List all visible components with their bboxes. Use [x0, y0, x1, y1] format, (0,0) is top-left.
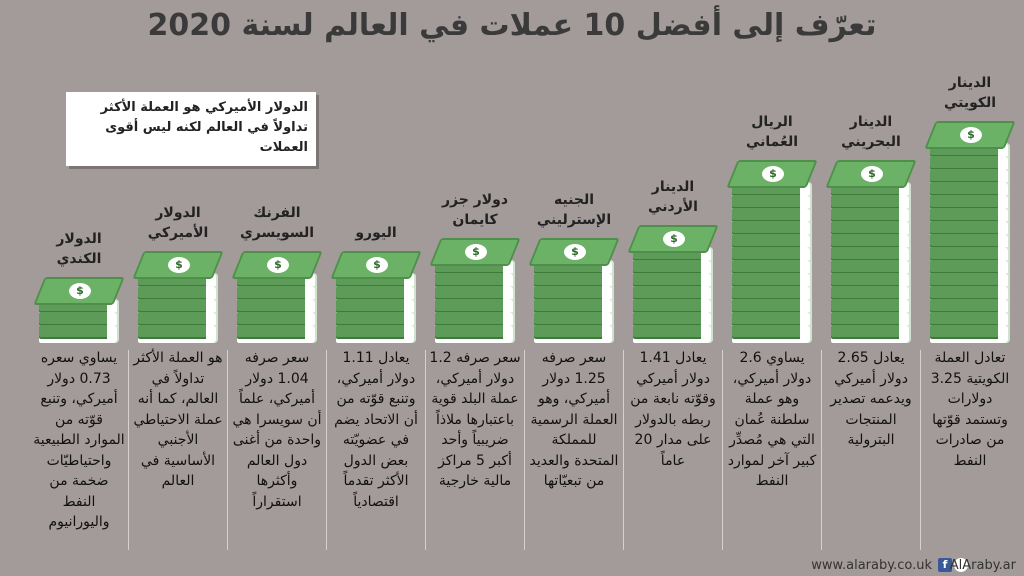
column-divider [623, 350, 624, 550]
column-divider [524, 350, 525, 550]
currency-description: يعادل 2.65 دولار أميركي ويدعمه تصدير الم… [830, 350, 912, 448]
currency-column: $ اليورو يعادل 1.11 دولار أميركي، وتنبع قو… [330, 0, 422, 576]
bill-brick [39, 325, 119, 343]
currency-column: $ الدولار الكندي يساوي سعره 0.73 دولار أمي… [33, 0, 125, 576]
bar-money-stack: $ [924, 121, 1016, 343]
dollar-icon: $ [861, 166, 883, 182]
currency-description: سعر صرفه 1.2 دولار أميركي، عملة البلد قو… [429, 350, 521, 489]
bill-brick [732, 325, 812, 343]
currency-name: الدينار الكويتي [943, 75, 997, 111]
column-divider [920, 350, 921, 550]
column-divider [326, 350, 327, 550]
currency-description: هو العملة الأكثر تداولاً في العالم، كما … [133, 350, 223, 489]
site-url[interactable]: www.alaraby.co.uk [811, 558, 932, 573]
currency-name: الجنيه الإسترليني [536, 192, 612, 228]
bar-money-stack: $ [132, 251, 224, 343]
column-divider [425, 350, 426, 550]
bar-money-stack: $ [429, 238, 521, 343]
column-divider [128, 350, 129, 550]
bar-money-stack: $ [726, 160, 818, 343]
currency-column: $ الدينار الكويتي تعادل العملة الكويتية 3.… [924, 0, 1016, 576]
currency-name: اليورو [355, 225, 397, 241]
dollar-icon: $ [168, 257, 190, 273]
footer: www.alaraby.co.uk f AlAraby.ar [0, 554, 1024, 576]
bill-brick [435, 325, 515, 343]
currency-name: دولار جزر كايمان [441, 192, 509, 228]
bar-money-stack: $ [330, 251, 422, 343]
currency-column: $ الدينار البحريني يعادل 2.65 دولار أميركي… [825, 0, 917, 576]
dollar-icon: $ [69, 283, 91, 299]
bill-brick [237, 325, 317, 343]
bill-brick [633, 325, 713, 343]
column-divider [722, 350, 723, 550]
currency-name: الدينار الأردني [648, 179, 698, 215]
currency-name: الفرنك السويسري [239, 205, 315, 241]
currency-name: الدولار الكندي [56, 231, 102, 267]
currency-description: يساوي 2.6 دولار أميركي، وهو عملة سلطنة ع… [727, 350, 817, 489]
column-divider [821, 350, 822, 550]
bar-money-stack: $ [33, 277, 125, 343]
dollar-icon: $ [465, 244, 487, 260]
currency-column: $ الفرنك السويسري سعر صرفه 1.04 دولار أمير… [231, 0, 323, 576]
currency-column: $ دولار جزر كايمان سعر صرفه 1.2 دولار أمير… [429, 0, 521, 576]
bill-brick [831, 325, 911, 343]
facebook-icon[interactable]: f [938, 558, 952, 572]
dollar-icon: $ [564, 244, 586, 260]
bill-brick [930, 325, 1010, 343]
column-divider [227, 350, 228, 550]
currency-description: يساوي سعره 0.73 دولار أميركي، وتنبع قوّت… [33, 350, 125, 530]
bill-brick [336, 325, 416, 343]
currency-description: يعادل 1.11 دولار أميركي، وتنبع قوّته من … [334, 350, 418, 510]
dollar-icon: $ [960, 127, 982, 143]
currency-column: $ الريال العُماني يساوي 2.6 دولار أميركي، … [726, 0, 818, 576]
currency-column: $ الدينار الأردني يعادل 1.41 دولار أميركي … [627, 0, 719, 576]
currency-description: سعر صرفه 1.04 دولار أميركي، علماً أن سوي… [232, 350, 322, 510]
currency-description: يعادل 1.41 دولار أميركي وقوّته نابعة من … [630, 350, 716, 469]
currency-description: تعادل العملة الكويتية 3.25 دولارات وتستم… [930, 350, 1010, 469]
currency-name: الريال العُماني [745, 114, 799, 150]
currency-column: $ الجنيه الإسترليني سعر صرفه 1.25 دولار أم… [528, 0, 620, 576]
dollar-icon: $ [663, 231, 685, 247]
page-title: تعرّف إلى أفضل 10 عملات في العالم لسنة 2… [147, 8, 877, 43]
currency-name: الدينار البحريني [841, 114, 901, 150]
bar-money-stack: $ [627, 225, 719, 343]
bar-money-stack: $ [825, 160, 917, 343]
currency-description: سعر صرفه 1.25 دولار أميركي، وهو العملة ا… [529, 350, 619, 489]
social-handle[interactable]: AlAraby.ar [949, 558, 1016, 573]
bill-brick [138, 325, 218, 343]
bar-money-stack: $ [231, 251, 323, 343]
bar-money-stack: $ [528, 238, 620, 343]
twitter-icon[interactable] [954, 558, 968, 572]
currency-column: $ الدولار الأميركي هو العملة الأكثر تداولا… [132, 0, 224, 576]
currency-name: الدولار الأميركي [147, 205, 209, 241]
bill-brick [534, 325, 614, 343]
dollar-icon: $ [366, 257, 388, 273]
dollar-icon: $ [762, 166, 784, 182]
dollar-icon: $ [267, 257, 289, 273]
note-box: الدولار الأميركي هو العملة الأكثر تداولا… [66, 92, 316, 166]
